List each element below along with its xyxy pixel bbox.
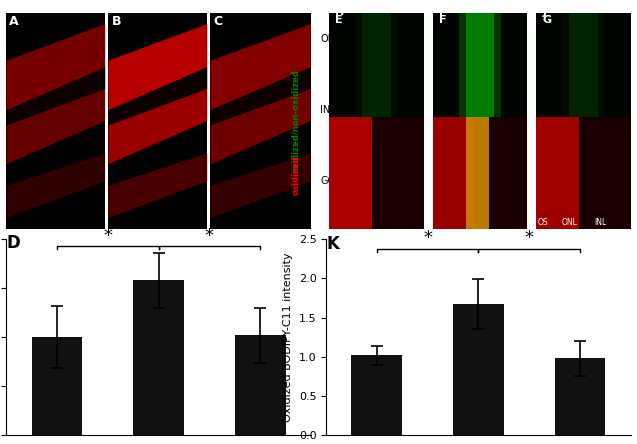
Bar bbox=[433, 117, 527, 229]
Polygon shape bbox=[210, 154, 311, 218]
Bar bbox=[6, 13, 105, 229]
Text: ONL: ONL bbox=[320, 34, 341, 44]
Text: *: * bbox=[205, 227, 214, 245]
Text: oxidized/non-oxidized: oxidized/non-oxidized bbox=[291, 69, 300, 173]
Polygon shape bbox=[108, 67, 208, 125]
Text: *: * bbox=[423, 229, 432, 247]
Bar bbox=[32, 337, 83, 435]
Bar bbox=[466, 117, 489, 229]
Bar bbox=[329, 117, 424, 229]
Bar bbox=[536, 117, 578, 229]
Text: G: G bbox=[542, 16, 552, 25]
Polygon shape bbox=[108, 89, 208, 164]
Bar bbox=[536, 117, 631, 229]
Text: ONL: ONL bbox=[562, 218, 578, 227]
Bar bbox=[329, 13, 424, 117]
Bar bbox=[352, 355, 402, 435]
Bar bbox=[536, 13, 631, 117]
Text: F: F bbox=[439, 16, 447, 25]
Bar bbox=[554, 358, 605, 435]
Text: GCL: GCL bbox=[320, 176, 340, 186]
Text: B: B bbox=[111, 16, 121, 28]
Bar bbox=[562, 13, 605, 117]
Text: oxidized: oxidized bbox=[291, 155, 300, 195]
Text: J: J bbox=[542, 7, 547, 17]
Bar bbox=[433, 117, 475, 229]
Polygon shape bbox=[210, 67, 311, 125]
Polygon shape bbox=[6, 24, 105, 110]
Polygon shape bbox=[210, 24, 311, 110]
Polygon shape bbox=[6, 67, 105, 125]
Polygon shape bbox=[210, 89, 311, 164]
Text: A: A bbox=[10, 16, 19, 28]
Text: OS: OS bbox=[538, 218, 548, 227]
Polygon shape bbox=[108, 154, 208, 218]
Y-axis label: Oxidized BODIPY-C11 intensity: Oxidized BODIPY-C11 intensity bbox=[283, 252, 293, 422]
Text: *: * bbox=[525, 229, 534, 247]
Bar bbox=[459, 13, 501, 117]
Text: E: E bbox=[335, 16, 343, 25]
Text: C: C bbox=[213, 16, 222, 28]
Bar bbox=[569, 13, 598, 117]
Text: H: H bbox=[335, 7, 345, 17]
Bar bbox=[355, 13, 397, 117]
Text: K: K bbox=[326, 235, 339, 253]
Polygon shape bbox=[6, 89, 105, 164]
Polygon shape bbox=[108, 24, 208, 110]
Bar bbox=[433, 13, 527, 117]
Bar bbox=[466, 13, 494, 117]
Text: D: D bbox=[6, 234, 20, 252]
Text: I: I bbox=[439, 7, 443, 17]
Text: INL: INL bbox=[320, 105, 336, 115]
Text: *: * bbox=[103, 227, 112, 245]
Bar bbox=[362, 13, 390, 117]
Bar bbox=[329, 117, 371, 229]
Bar bbox=[235, 335, 285, 435]
Text: INL: INL bbox=[594, 218, 606, 227]
Bar bbox=[133, 280, 184, 435]
Bar bbox=[210, 13, 311, 229]
Polygon shape bbox=[6, 154, 105, 218]
Bar bbox=[108, 13, 208, 229]
Bar bbox=[453, 304, 504, 435]
